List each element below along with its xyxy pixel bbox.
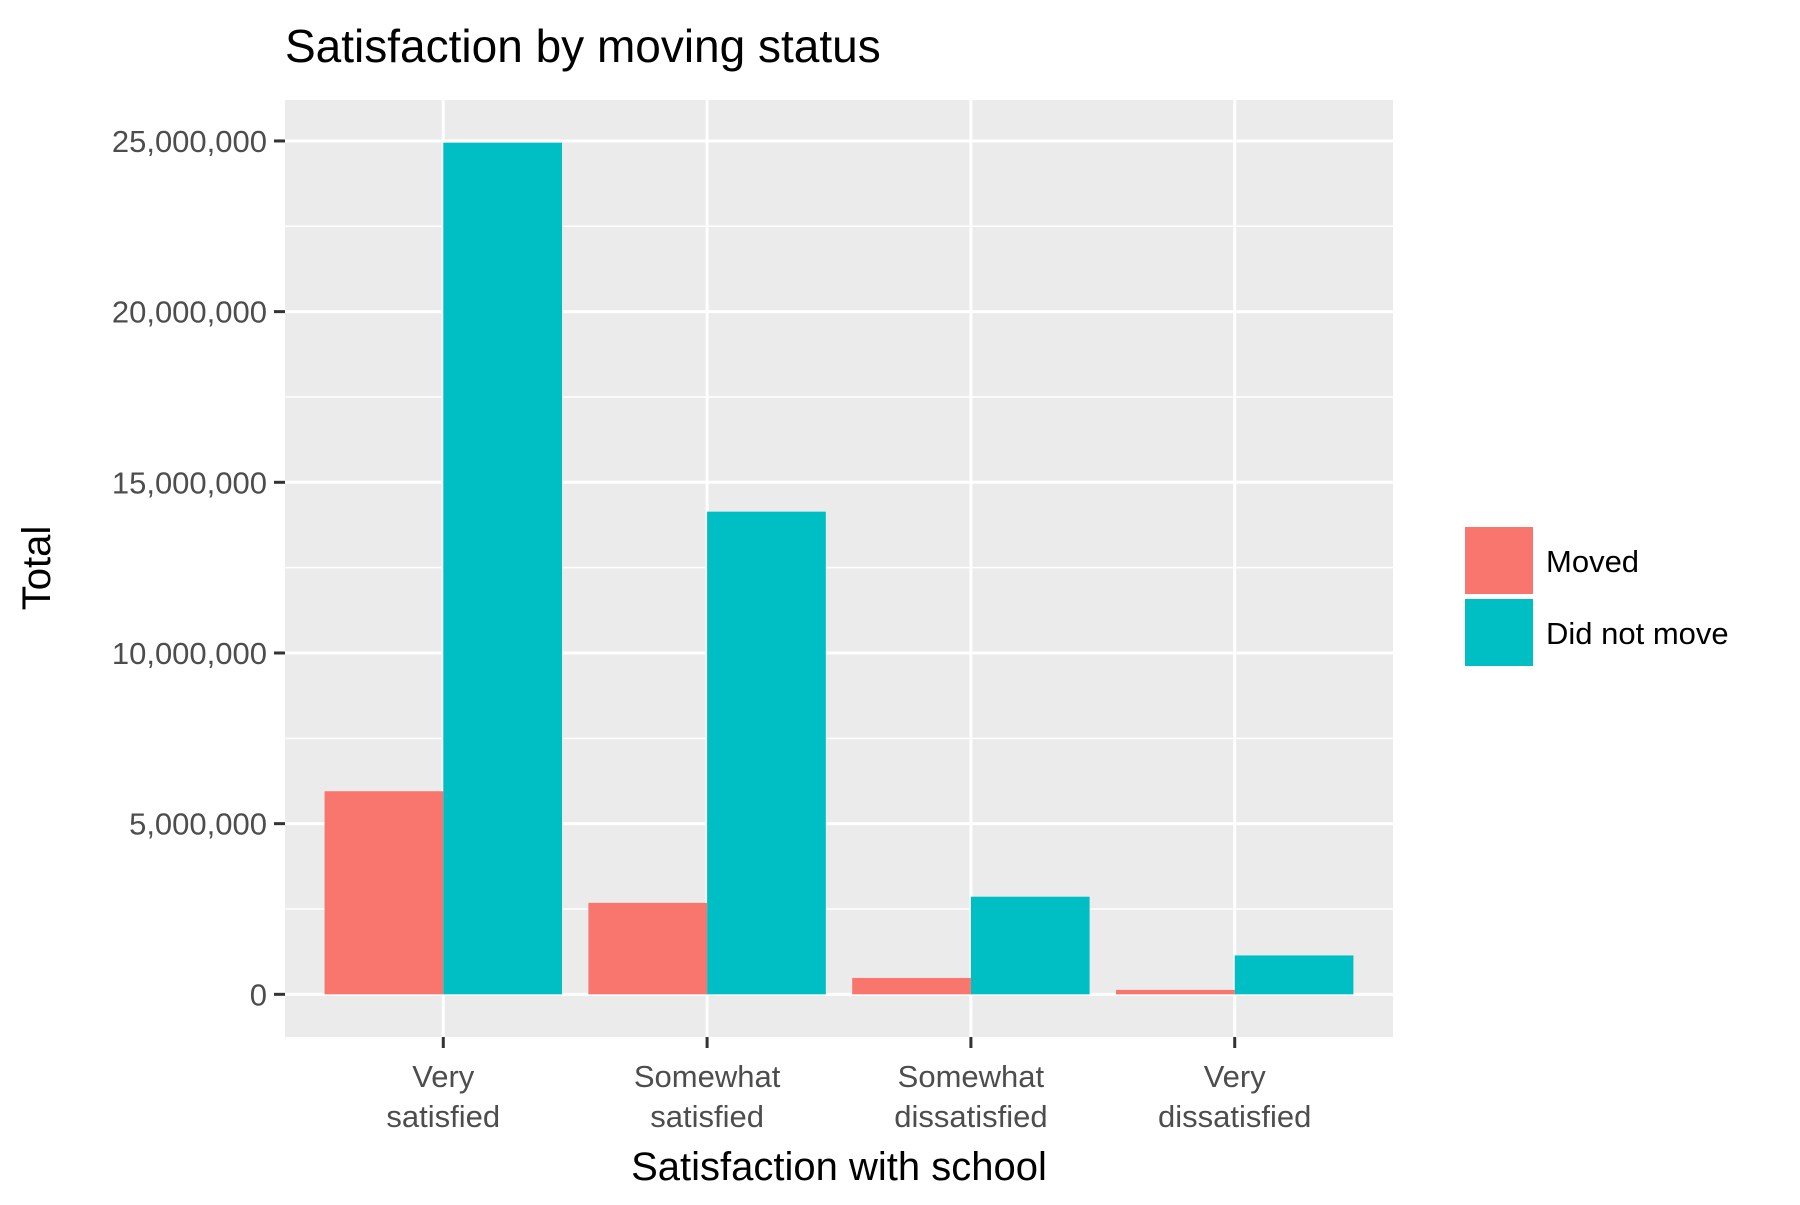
bar-moved <box>324 791 444 995</box>
bar-did-not-move <box>1234 955 1354 995</box>
x-tick-label-line: Somewhat <box>634 1059 781 1094</box>
bars <box>324 142 1354 995</box>
bar-moved <box>1116 989 1235 995</box>
x-tick-label: Very dissatisfied <box>1158 1059 1311 1134</box>
bar-did-not-move <box>707 511 826 995</box>
x-tick-label-line: satisfied <box>650 1099 764 1134</box>
legend-label: Did not move <box>1546 616 1729 651</box>
x-tick-label-line: satisfied <box>386 1099 500 1134</box>
y-tick-label: 25,000,000 <box>112 124 267 159</box>
bar-did-not-move <box>970 896 1090 995</box>
y-tick-label: 0 <box>250 977 267 1012</box>
bar-moved <box>852 977 971 995</box>
x-tick-label-line: Very <box>412 1059 475 1094</box>
x-axis-title: Satisfaction with school <box>631 1145 1047 1189</box>
x-tick-label: Somewhat dissatisfied <box>894 1059 1047 1134</box>
y-axis: 0 5,000,000 10,000,000 15,000,000 20,000,000… <box>112 124 285 1012</box>
legend: Moved Did not move <box>1465 527 1729 668</box>
x-tick-label-line: Somewhat <box>898 1059 1045 1094</box>
chart-title: Satisfaction by moving status <box>285 20 881 72</box>
bar-moved <box>588 902 708 995</box>
x-tick-label-line: Very <box>1204 1059 1267 1094</box>
legend-key-did-not-move <box>1465 599 1533 667</box>
bar-did-not-move <box>443 142 562 995</box>
x-tick-label-line: dissatisfied <box>894 1099 1047 1134</box>
y-axis-title: Total <box>15 526 59 611</box>
x-tick-label: Very satisfied <box>386 1059 500 1134</box>
legend-key-moved <box>1465 527 1533 595</box>
x-axis: Very satisfied Somewhat satisfied Somewhat di… <box>386 1037 1311 1134</box>
legend-label: Moved <box>1546 544 1639 579</box>
y-tick-label: 15,000,000 <box>112 465 267 500</box>
y-tick-label: 20,000,000 <box>112 295 267 330</box>
x-tick-label: Somewhat satisfied <box>634 1059 781 1134</box>
y-tick-label: 5,000,000 <box>129 807 267 842</box>
x-tick-label-line: dissatisfied <box>1158 1099 1311 1134</box>
y-tick-label: 10,000,000 <box>112 636 267 671</box>
